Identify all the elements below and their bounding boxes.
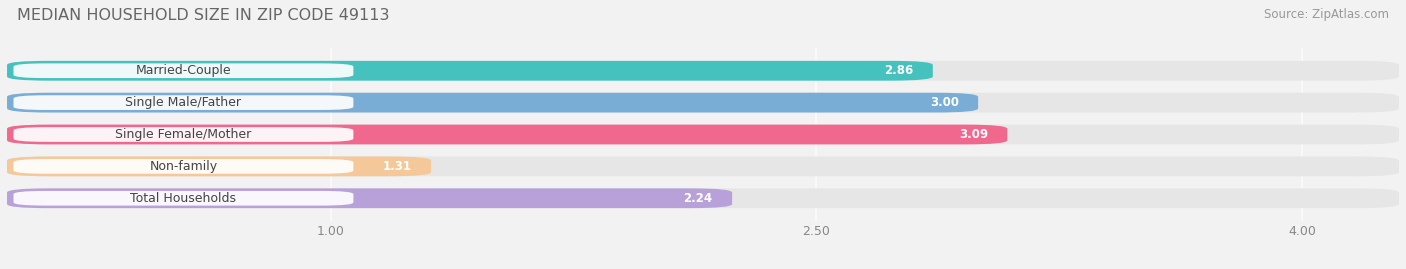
Text: Total Households: Total Households [131,192,236,205]
FancyBboxPatch shape [7,188,1399,208]
Text: Married-Couple: Married-Couple [135,64,231,77]
Text: MEDIAN HOUSEHOLD SIZE IN ZIP CODE 49113: MEDIAN HOUSEHOLD SIZE IN ZIP CODE 49113 [17,8,389,23]
FancyBboxPatch shape [7,93,979,112]
FancyBboxPatch shape [7,61,932,81]
FancyBboxPatch shape [7,188,733,208]
FancyBboxPatch shape [14,127,353,142]
Text: Single Female/Mother: Single Female/Mother [115,128,252,141]
FancyBboxPatch shape [14,159,353,174]
FancyBboxPatch shape [14,95,353,110]
Text: 3.00: 3.00 [929,96,959,109]
Text: Single Male/Father: Single Male/Father [125,96,242,109]
FancyBboxPatch shape [7,157,1399,176]
Text: Source: ZipAtlas.com: Source: ZipAtlas.com [1264,8,1389,21]
Text: Non-family: Non-family [149,160,218,173]
Text: 2.24: 2.24 [683,192,713,205]
Text: 1.31: 1.31 [382,160,412,173]
FancyBboxPatch shape [7,125,1399,144]
FancyBboxPatch shape [7,93,1399,112]
FancyBboxPatch shape [7,157,432,176]
FancyBboxPatch shape [7,61,1399,81]
FancyBboxPatch shape [7,125,1007,144]
FancyBboxPatch shape [14,191,353,206]
Text: 2.86: 2.86 [884,64,914,77]
FancyBboxPatch shape [14,63,353,78]
Text: 3.09: 3.09 [959,128,988,141]
